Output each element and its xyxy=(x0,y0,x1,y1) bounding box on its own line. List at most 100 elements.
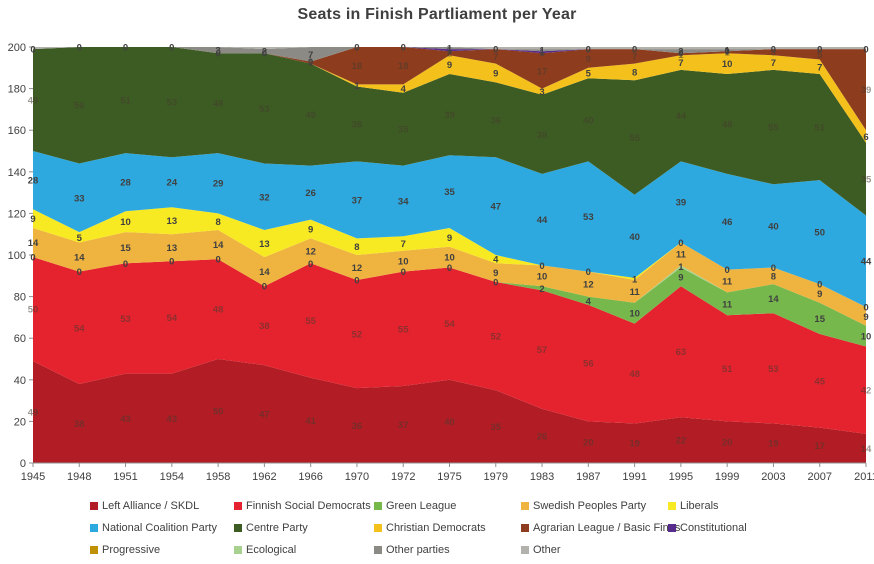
area-sdp xyxy=(33,257,866,434)
data-label-constitutional: 0 xyxy=(678,49,683,60)
data-label-constitutional: 0 xyxy=(586,45,591,56)
y-axis-label: 80 xyxy=(14,292,26,304)
data-label-constitutional: 0 xyxy=(77,43,82,54)
data-label-green_league: 0 xyxy=(169,257,174,268)
data-label-constitutional: 0 xyxy=(354,43,359,54)
data-label-sdp: 53 xyxy=(120,314,131,325)
data-label-left_alliance: 36 xyxy=(352,421,363,432)
area-left_alliance xyxy=(33,359,866,463)
data-label-liberals: 9 xyxy=(447,233,452,244)
data-label-swedish: 10 xyxy=(444,253,455,264)
data-label-liberals: 0 xyxy=(817,280,822,291)
data-label-agrarian_basic_finns: 1 xyxy=(725,48,731,59)
x-axis-label: 2003 xyxy=(761,471,785,483)
data-label-liberals: 0 xyxy=(771,263,776,274)
data-label-green_league: 11 xyxy=(722,299,733,310)
x-axis-label: 1958 xyxy=(206,471,230,483)
x-axis-label: 1945 xyxy=(21,471,45,483)
x-axis-label: 1970 xyxy=(345,471,369,483)
data-label-christian_democrats: 6 xyxy=(863,132,868,143)
legend-label: Centre Party xyxy=(246,522,308,534)
data-label-green_league: 4 xyxy=(586,296,592,307)
area-centre xyxy=(33,47,866,216)
data-label-liberals: 0 xyxy=(539,261,544,272)
data-label-left_alliance: 40 xyxy=(444,417,455,428)
data-label-sdp: 57 xyxy=(537,345,548,356)
data-label-agrarian_basic_finns: 1 xyxy=(678,50,684,61)
data-label-swedish: 13 xyxy=(167,243,178,254)
data-label-ncp: 29 xyxy=(213,179,224,190)
data-label-swedish: 9 xyxy=(493,268,498,279)
data-label-green_league: 0 xyxy=(447,263,452,274)
x-axis-label: 1975 xyxy=(437,471,461,483)
data-label-ncp: 26 xyxy=(305,188,316,199)
chart-title: Seats in Finish Partliament per Year xyxy=(297,6,577,23)
data-label-sdp: 63 xyxy=(676,347,687,358)
y-axis-label: 160 xyxy=(8,125,26,137)
data-label-agrarian_basic_finns: 9 xyxy=(586,54,591,65)
legend-label: National Coalition Party xyxy=(102,522,217,534)
data-label-agrarian_basic_finns: 39 xyxy=(861,85,872,96)
data-label-left_alliance: 43 xyxy=(167,414,178,425)
legend-item-left_alliance: Left Alliance / SKDL xyxy=(90,500,199,512)
x-axis-label: 1962 xyxy=(252,471,276,483)
data-label-centre: 48 xyxy=(722,120,733,131)
y-axis-label: 40 xyxy=(14,375,26,387)
data-label-ncp: 53 xyxy=(583,212,594,223)
data-label-christian_democrats: 7 xyxy=(678,58,683,69)
data-label-constitutional: 0 xyxy=(771,45,776,56)
data-label-ncp: 47 xyxy=(490,202,501,213)
data-label-left_alliance: 19 xyxy=(629,439,640,450)
data-label-centre: 44 xyxy=(676,111,687,122)
data-label-liberals: 5 xyxy=(77,233,83,244)
data-label-liberals: 4 xyxy=(493,255,499,266)
data-label-green_league: 15 xyxy=(814,314,825,325)
legend-item-ecological: Ecological xyxy=(234,544,296,556)
legend-swatch-liberals xyxy=(668,502,676,510)
data-label-christian_democrats: 9 xyxy=(493,69,498,80)
data-label-left_alliance: 35 xyxy=(490,422,501,433)
data-label-constitutional: 0 xyxy=(401,43,406,54)
data-label-centre: 49 xyxy=(305,110,316,121)
legend-swatch-left_alliance xyxy=(90,502,98,510)
data-label-centre: 48 xyxy=(213,99,224,110)
legend-label: Ecological xyxy=(246,544,297,556)
data-label-green_league: 10 xyxy=(629,309,640,320)
data-label-constitutional: 0 xyxy=(215,49,220,60)
data-label-green_league: 0 xyxy=(401,267,406,278)
data-label-sdp: 51 xyxy=(722,364,733,375)
data-label-ncp: 28 xyxy=(28,176,39,187)
y-axis-label: 200 xyxy=(8,42,26,54)
legend-swatch-ncp xyxy=(90,524,98,532)
data-label-liberals: 0 xyxy=(678,238,683,249)
data-label-left_alliance: 20 xyxy=(722,438,733,449)
data-label-liberals: 0 xyxy=(586,267,591,278)
x-axis-label: 1972 xyxy=(391,471,415,483)
data-label-left_alliance: 14 xyxy=(861,444,872,455)
legend-item-sdp: Finnish Social Democrats xyxy=(234,500,371,512)
area-liberals xyxy=(33,207,866,307)
legend-swatch-green_league xyxy=(374,502,382,510)
x-axis-label: 1995 xyxy=(669,471,693,483)
legend-label: Progressive xyxy=(102,544,161,556)
x-axis-label: 1991 xyxy=(622,471,646,483)
y-axis-label: 180 xyxy=(8,84,26,96)
data-label-sdp: 45 xyxy=(814,376,825,387)
data-label-christian_democrats: 1 xyxy=(354,81,360,92)
data-label-ncp: 33 xyxy=(74,193,85,204)
legend-swatch-other_parties xyxy=(374,546,382,554)
data-label-christian_democrats: 7 xyxy=(771,58,776,69)
x-axis-label: 1979 xyxy=(484,471,508,483)
data-label-sdp: 56 xyxy=(583,359,594,370)
legend-item-centre: Centre Party xyxy=(234,522,308,534)
data-label-christian_democrats: 7 xyxy=(817,62,822,73)
data-label-other_parties: 3 xyxy=(215,46,220,57)
data-label-liberals: 7 xyxy=(401,239,406,250)
data-label-ncp: 37 xyxy=(352,195,363,206)
y-axis-label: 100 xyxy=(8,250,26,262)
data-label-constitutional: 0 xyxy=(30,45,35,56)
data-label-constitutional: 0 xyxy=(725,47,730,58)
x-axis-label: 2011 xyxy=(854,471,874,483)
